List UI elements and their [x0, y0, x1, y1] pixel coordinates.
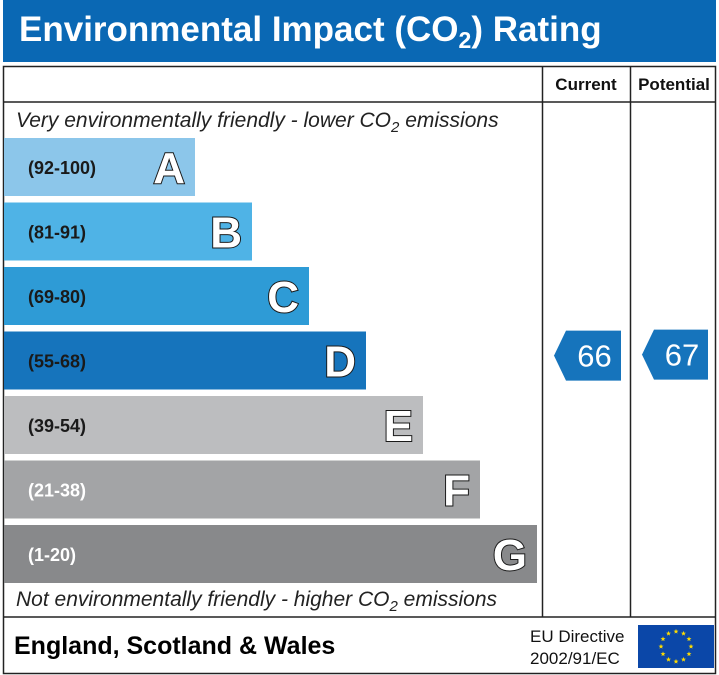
- top-caption-subscript: 2: [390, 119, 400, 136]
- top-caption-tail: emissions: [399, 109, 499, 132]
- chart-title-main: Environmental Impact (CO: [19, 10, 459, 49]
- potential-column-header: Potential: [638, 75, 710, 94]
- band-letter-e: E: [384, 402, 413, 451]
- band-bar-f: [4, 460, 480, 519]
- eu-star: [666, 656, 671, 662]
- bottom-caption-main: Not environmentally friendly - higher CO: [16, 588, 390, 611]
- band-bar-a: [4, 138, 195, 196]
- band-range-c: (69-80): [28, 287, 86, 307]
- chart-title-tail: ) Rating: [471, 10, 602, 49]
- eu-star: [681, 630, 686, 636]
- footer-directive-line2: 2002/91/EC: [530, 649, 620, 668]
- bottom-caption-tail: emissions: [398, 588, 498, 611]
- top-caption: Very environmentally friendly - lower CO…: [16, 109, 499, 136]
- band-bar-b: [4, 202, 252, 261]
- eu-star: [660, 651, 666, 657]
- eu-star: [666, 630, 671, 636]
- chart-title: Environmental Impact (CO2) Rating: [19, 10, 602, 54]
- eu-star: [673, 658, 679, 664]
- top-caption-main: Very environmentally friendly - lower CO: [16, 109, 391, 132]
- band-letter-c: C: [267, 273, 299, 322]
- band-range-f: (21-38): [28, 481, 86, 501]
- footer-region: England, Scotland & Wales: [14, 632, 335, 660]
- potential-rating-value: 67: [665, 338, 699, 373]
- band-letter-d: D: [324, 338, 356, 387]
- eu-flag-icon: [638, 625, 714, 668]
- band-range-g: (1-20): [28, 545, 76, 565]
- band-letter-a: A: [153, 144, 185, 193]
- current-rating-arrow: [554, 330, 621, 381]
- eu-star: [658, 643, 664, 649]
- eu-star: [688, 643, 694, 649]
- current-rating-value: 66: [577, 339, 611, 374]
- potential-rating: 67: [642, 329, 708, 380]
- chart-frame: [2, 65, 717, 675]
- band-range-e: (39-54): [28, 416, 86, 436]
- eu-star: [681, 656, 686, 662]
- footer-directive-line1: EU Directive: [530, 627, 624, 646]
- eu-star: [686, 651, 692, 657]
- band-bar-e: [4, 396, 423, 454]
- bottom-caption-subscript: 2: [389, 598, 399, 615]
- band-letter-b: B: [210, 209, 242, 258]
- bottom-caption: Not environmentally friendly - higher CO…: [16, 588, 498, 615]
- eu-star: [673, 628, 679, 634]
- chart-title-subscript: 2: [458, 27, 472, 53]
- band-bar-g: [4, 525, 537, 583]
- band-range-a: (92-100): [28, 158, 96, 178]
- band-range-b: (81-91): [28, 223, 86, 243]
- band-bar-d: [4, 331, 366, 390]
- current-rating: 66: [554, 330, 621, 381]
- band-bar-c: [4, 267, 309, 325]
- potential-rating-arrow: [642, 329, 708, 380]
- band-letter-g: G: [493, 531, 527, 580]
- current-column-header: Current: [555, 75, 617, 94]
- band-letter-f: F: [443, 467, 470, 516]
- title-bar: Environmental Impact (CO2) Rating: [3, 0, 716, 62]
- rating-bands: (92-100) A (81-91) B (69-80) C (55-68) D (39-54)…: [4, 138, 537, 583]
- band-range-d: (55-68): [28, 352, 86, 372]
- eu-star: [686, 636, 692, 642]
- eu-star: [660, 636, 666, 642]
